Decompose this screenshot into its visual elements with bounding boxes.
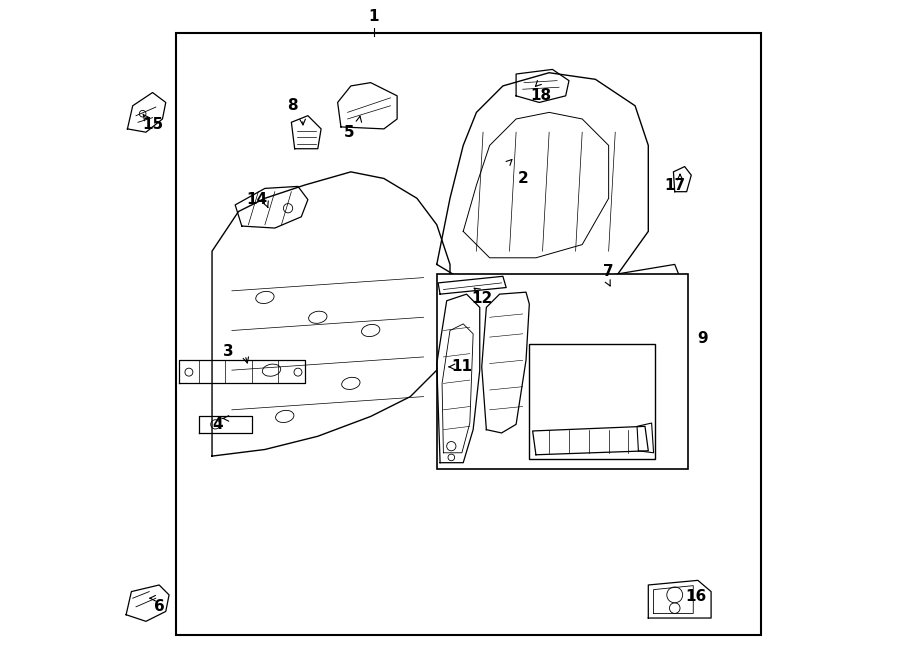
Text: 17: 17 xyxy=(664,178,685,192)
Text: 10: 10 xyxy=(618,377,639,392)
Text: 1: 1 xyxy=(369,9,379,24)
Text: 3: 3 xyxy=(223,344,234,359)
Text: 2: 2 xyxy=(518,171,528,186)
Text: 5: 5 xyxy=(344,125,355,139)
Text: 13: 13 xyxy=(572,416,593,430)
Text: 11: 11 xyxy=(452,360,472,374)
Text: 15: 15 xyxy=(142,117,163,132)
Text: 18: 18 xyxy=(531,89,552,103)
Text: 4: 4 xyxy=(212,417,222,432)
Bar xyxy=(176,33,760,635)
Bar xyxy=(529,344,655,459)
Text: 14: 14 xyxy=(247,192,267,207)
Text: 12: 12 xyxy=(471,292,492,306)
Bar xyxy=(436,274,688,469)
Text: 16: 16 xyxy=(685,589,706,603)
Text: 6: 6 xyxy=(154,600,165,614)
Text: 9: 9 xyxy=(698,331,707,346)
Text: 8: 8 xyxy=(287,98,298,113)
Text: 7: 7 xyxy=(603,264,614,278)
